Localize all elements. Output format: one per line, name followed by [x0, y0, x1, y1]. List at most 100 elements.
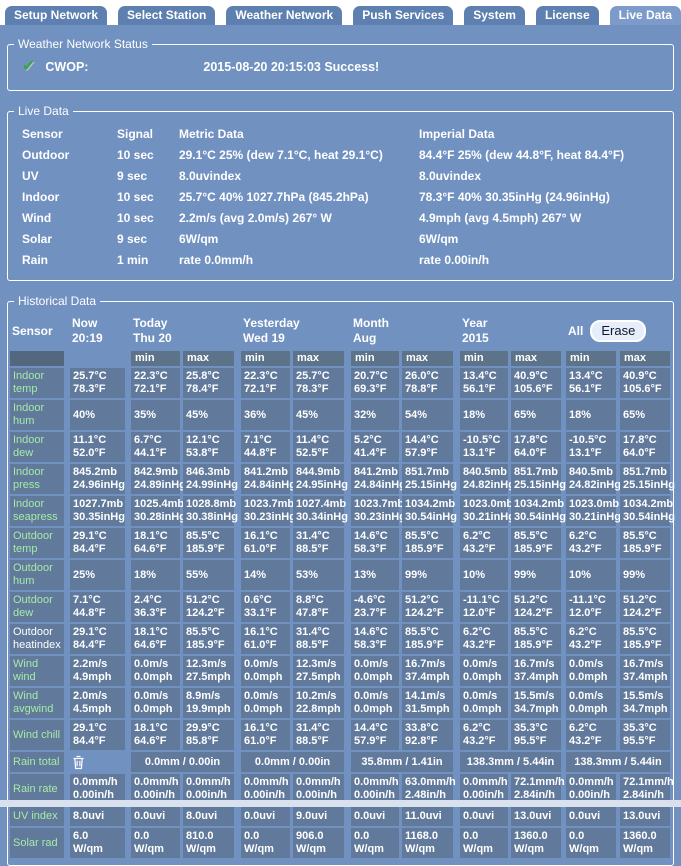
historical-cell: 20.7°C 69.3°F — [351, 368, 399, 398]
live-sensor-cell: Rain — [22, 253, 49, 267]
status-message: 2015-08-20 20:15:03 Success! — [203, 60, 380, 74]
historical-cell: 0.0mm/h 0.00in/h — [293, 774, 344, 804]
tab-push-services[interactable]: Push Services — [351, 4, 456, 25]
live-sensor-cell: Outdoor — [22, 148, 70, 162]
historical-cell: 0.0 W/qm — [241, 828, 290, 858]
historical-cell: 0.0 W/qm — [351, 828, 399, 858]
column-subheader-min: min — [131, 351, 180, 366]
historical-cell: 14.4°C 57.9°F — [402, 432, 453, 462]
live-column-header: Signal — [117, 127, 154, 141]
historical-cell: 841.2mb 24.84inHg — [241, 464, 296, 494]
historical-cell: 13% — [351, 560, 399, 590]
historical-cell: 2.4°C 36.3°F — [131, 592, 180, 622]
historical-cell: 0.0m/s 0.0mph — [131, 688, 180, 718]
historical-cell: 15.5m/s 34.7mph — [511, 688, 561, 718]
historical-cell: 40.9°C 105.6°F — [511, 368, 561, 398]
historical-cell: 13.0uvi — [511, 806, 561, 826]
historical-cell: 31.4°C 88.5°F — [293, 720, 344, 750]
historical-cell: 0.6°C 33.1°F — [241, 592, 290, 622]
tab-select-station[interactable]: Select Station — [116, 4, 218, 25]
historical-cell: 85.5°C 185.9°F — [620, 528, 670, 558]
historical-cell: 0.0 W/qm — [131, 828, 180, 858]
historical-cell: 2.0m/s 4.5mph — [70, 688, 125, 718]
historical-cell: 65% — [620, 400, 670, 430]
historical-cell: 15.5m/s 34.7mph — [620, 688, 670, 718]
historical-cell: 10.2m/s 22.8mph — [293, 688, 344, 718]
historical-cell: 31.4°C 88.5°F — [293, 624, 344, 654]
sensor-label: Wind avgwind — [10, 688, 64, 718]
live-sensor-cell: Solar — [22, 232, 53, 246]
all-label: All — [568, 323, 584, 338]
historical-cell: 1023.7mb 30.23inHg — [241, 496, 296, 526]
live-metric-cell: 2.2m/s (avg 2.0m/s) 267° W — [179, 211, 332, 225]
tab-system[interactable]: System — [462, 4, 527, 25]
historical-cell: 0.0uvi — [351, 806, 399, 826]
sensor-label: Outdoor hum — [10, 560, 64, 590]
historical-cell: 72.1mm/h 2.84in/h — [620, 774, 674, 804]
historical-cell: 8.8°C 47.8°F — [293, 592, 344, 622]
historical-cell: 40.9°C 105.6°F — [620, 368, 670, 398]
historical-cell: 16.1°C 61.0°F — [241, 528, 290, 558]
historical-cell: 851.7mb 25.15inHg — [511, 464, 566, 494]
trash-icon[interactable] — [70, 752, 125, 772]
historical-cell: 99% — [402, 560, 453, 590]
historical-cell: 33.8°C 92.8°F — [402, 720, 453, 750]
section-legend: Live Data — [18, 104, 69, 118]
historical-cell: 22.3°C 72.1°F — [131, 368, 180, 398]
live-column-header: Metric Data — [179, 127, 244, 141]
sensor-corner-cell — [10, 351, 64, 366]
historical-cell: 14.6°C 58.3°F — [351, 528, 399, 558]
historical-cell: 53% — [293, 560, 344, 590]
historical-cell: 0.0uvi — [131, 806, 180, 826]
historical-cell: 25.7°C 78.3°F — [70, 368, 125, 398]
column-header-now: Now 20:19 — [72, 316, 103, 345]
historical-cell: 14% — [241, 560, 290, 590]
historical-cell: 6.2°C 43.2°F — [566, 528, 616, 558]
column-subheader-max: max — [293, 351, 344, 366]
historical-cell: 851.7mb 25.15inHg — [620, 464, 675, 494]
historical-cell: 29.1°C 84.4°F — [70, 720, 125, 750]
historical-cell: 0.0mm/h 0.00in/h — [351, 774, 399, 804]
historical-cell: 6.2°C 43.2°F — [566, 624, 616, 654]
tab-setup-network[interactable]: Setup Network — [3, 4, 110, 25]
historical-cell: 11.4°C 52.5°F — [293, 432, 344, 462]
sensor-label: Outdoor dew — [10, 592, 64, 622]
historical-cell: 18% — [460, 400, 508, 430]
historical-cell: 18.1°C 64.6°F — [131, 624, 180, 654]
live-imperial-cell: 78.3°F 40% 30.35inHg (24.96inHg) — [419, 190, 610, 204]
historical-cell: 35% — [131, 400, 180, 430]
live-sensor-cell: Indoor — [22, 190, 60, 204]
historical-cell: 16.7m/s 37.4mph — [402, 656, 453, 686]
tab-weather-network[interactable]: Weather Network — [224, 4, 345, 25]
historical-cell: 29.1°C 84.4°F — [70, 624, 125, 654]
historical-cell: 26.0°C 78.8°F — [402, 368, 453, 398]
historical-cell: 6.0 W/qm — [70, 828, 125, 858]
historical-cell: 845.2mb 24.96inHg — [70, 464, 125, 494]
historical-cell: 10% — [566, 560, 616, 590]
live-metric-cell: 25.7°C 40% 1027.7hPa (845.2hPa) — [179, 190, 369, 204]
historical-cell: 16.7m/s 37.4mph — [511, 656, 561, 686]
historical-cell: 1360.0 W/qm — [511, 828, 561, 858]
historical-cell: 29.1°C 84.4°F — [70, 528, 125, 558]
tab-license[interactable]: License — [533, 4, 601, 25]
historical-cell: 85.5°C 185.9°F — [183, 528, 234, 558]
historical-cell: 85.5°C 185.9°F — [183, 624, 234, 654]
historical-cell: -10.5°C 13.1°F — [566, 432, 616, 462]
historical-cell: 1023.0mb 30.21inHg — [566, 496, 621, 526]
historical-cell: 0.0m/s 0.0mph — [460, 688, 508, 718]
historical-cell: 7.1°C 44.8°F — [241, 432, 290, 462]
sensor-label: Indoor hum — [10, 400, 64, 430]
column-subheader-min: min — [241, 351, 290, 366]
historical-cell: 45% — [293, 400, 344, 430]
historical-cell: 0.0mm / 0.00in — [131, 752, 234, 772]
column-subheader-min: min — [351, 351, 399, 366]
historical-cell: 1027.7mb 30.35inHg — [70, 496, 125, 526]
historical-cell: 12.3m/s 27.5mph — [293, 656, 344, 686]
historical-cell: -11.1°C 12.0°F — [460, 592, 508, 622]
column-subheader-max: max — [620, 351, 670, 366]
erase-button[interactable]: Erase — [590, 320, 647, 342]
historical-cell: 35.3°C 95.5°F — [511, 720, 561, 750]
tab-live-data[interactable]: Live Data — [607, 4, 681, 25]
historical-cell: 0.0mm/h 0.00in/h — [460, 774, 508, 804]
historical-cell: 0.0m/s 0.0mph — [460, 656, 508, 686]
